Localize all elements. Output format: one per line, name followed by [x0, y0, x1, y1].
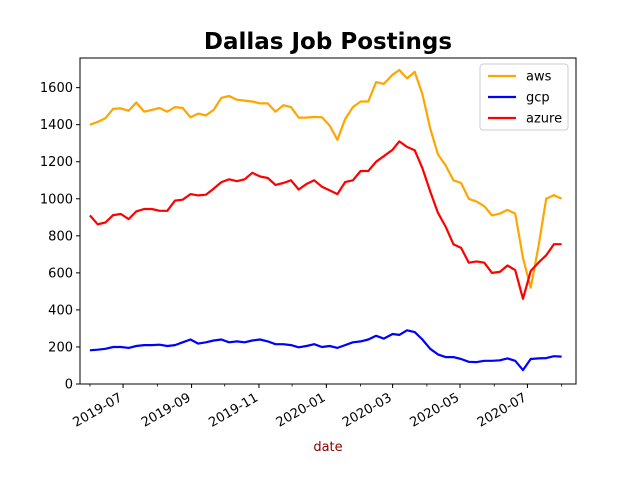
series-line-gcp	[89, 329, 562, 372]
legend	[479, 63, 569, 131]
legend-label-gcp: gcp	[526, 91, 550, 106]
x-tick-label: 2020-01	[274, 390, 329, 430]
y-tick-label: 400	[48, 303, 73, 318]
y-tick-label: 800	[48, 229, 73, 244]
x-tick-label: 2019-09	[139, 390, 194, 430]
series-line-aws	[89, 68, 563, 289]
y-tick-label: 1400	[40, 118, 73, 133]
x-tick-label: 2020-05	[407, 390, 462, 430]
y-tick-label: 600	[48, 266, 73, 281]
x-tick-label: 2019-11	[206, 390, 261, 430]
y-tick-label: 1600	[40, 81, 73, 96]
plot-area: 0 200 400 600 800 1000 1200 1400 1600 2019-07 2019…	[40, 57, 577, 431]
series-line-azure	[89, 140, 562, 300]
y-tick-label: 1200	[40, 155, 73, 170]
legend-label-aws: aws	[526, 70, 552, 85]
x-tick-label: 2020-03	[340, 390, 395, 430]
y-tick-label: 0	[65, 378, 73, 393]
legend-label-azure: azure	[526, 112, 562, 127]
x-tick-label: 2020-07	[475, 390, 530, 430]
y-tick-label: 1000	[40, 192, 73, 207]
x-axis-label: date	[313, 440, 342, 455]
y-tick-label: 200	[48, 340, 73, 355]
axes-frame	[79, 57, 577, 385]
x-tick-label: 2019-07	[71, 390, 126, 430]
chart-title: Dallas Job Postings	[204, 29, 452, 55]
